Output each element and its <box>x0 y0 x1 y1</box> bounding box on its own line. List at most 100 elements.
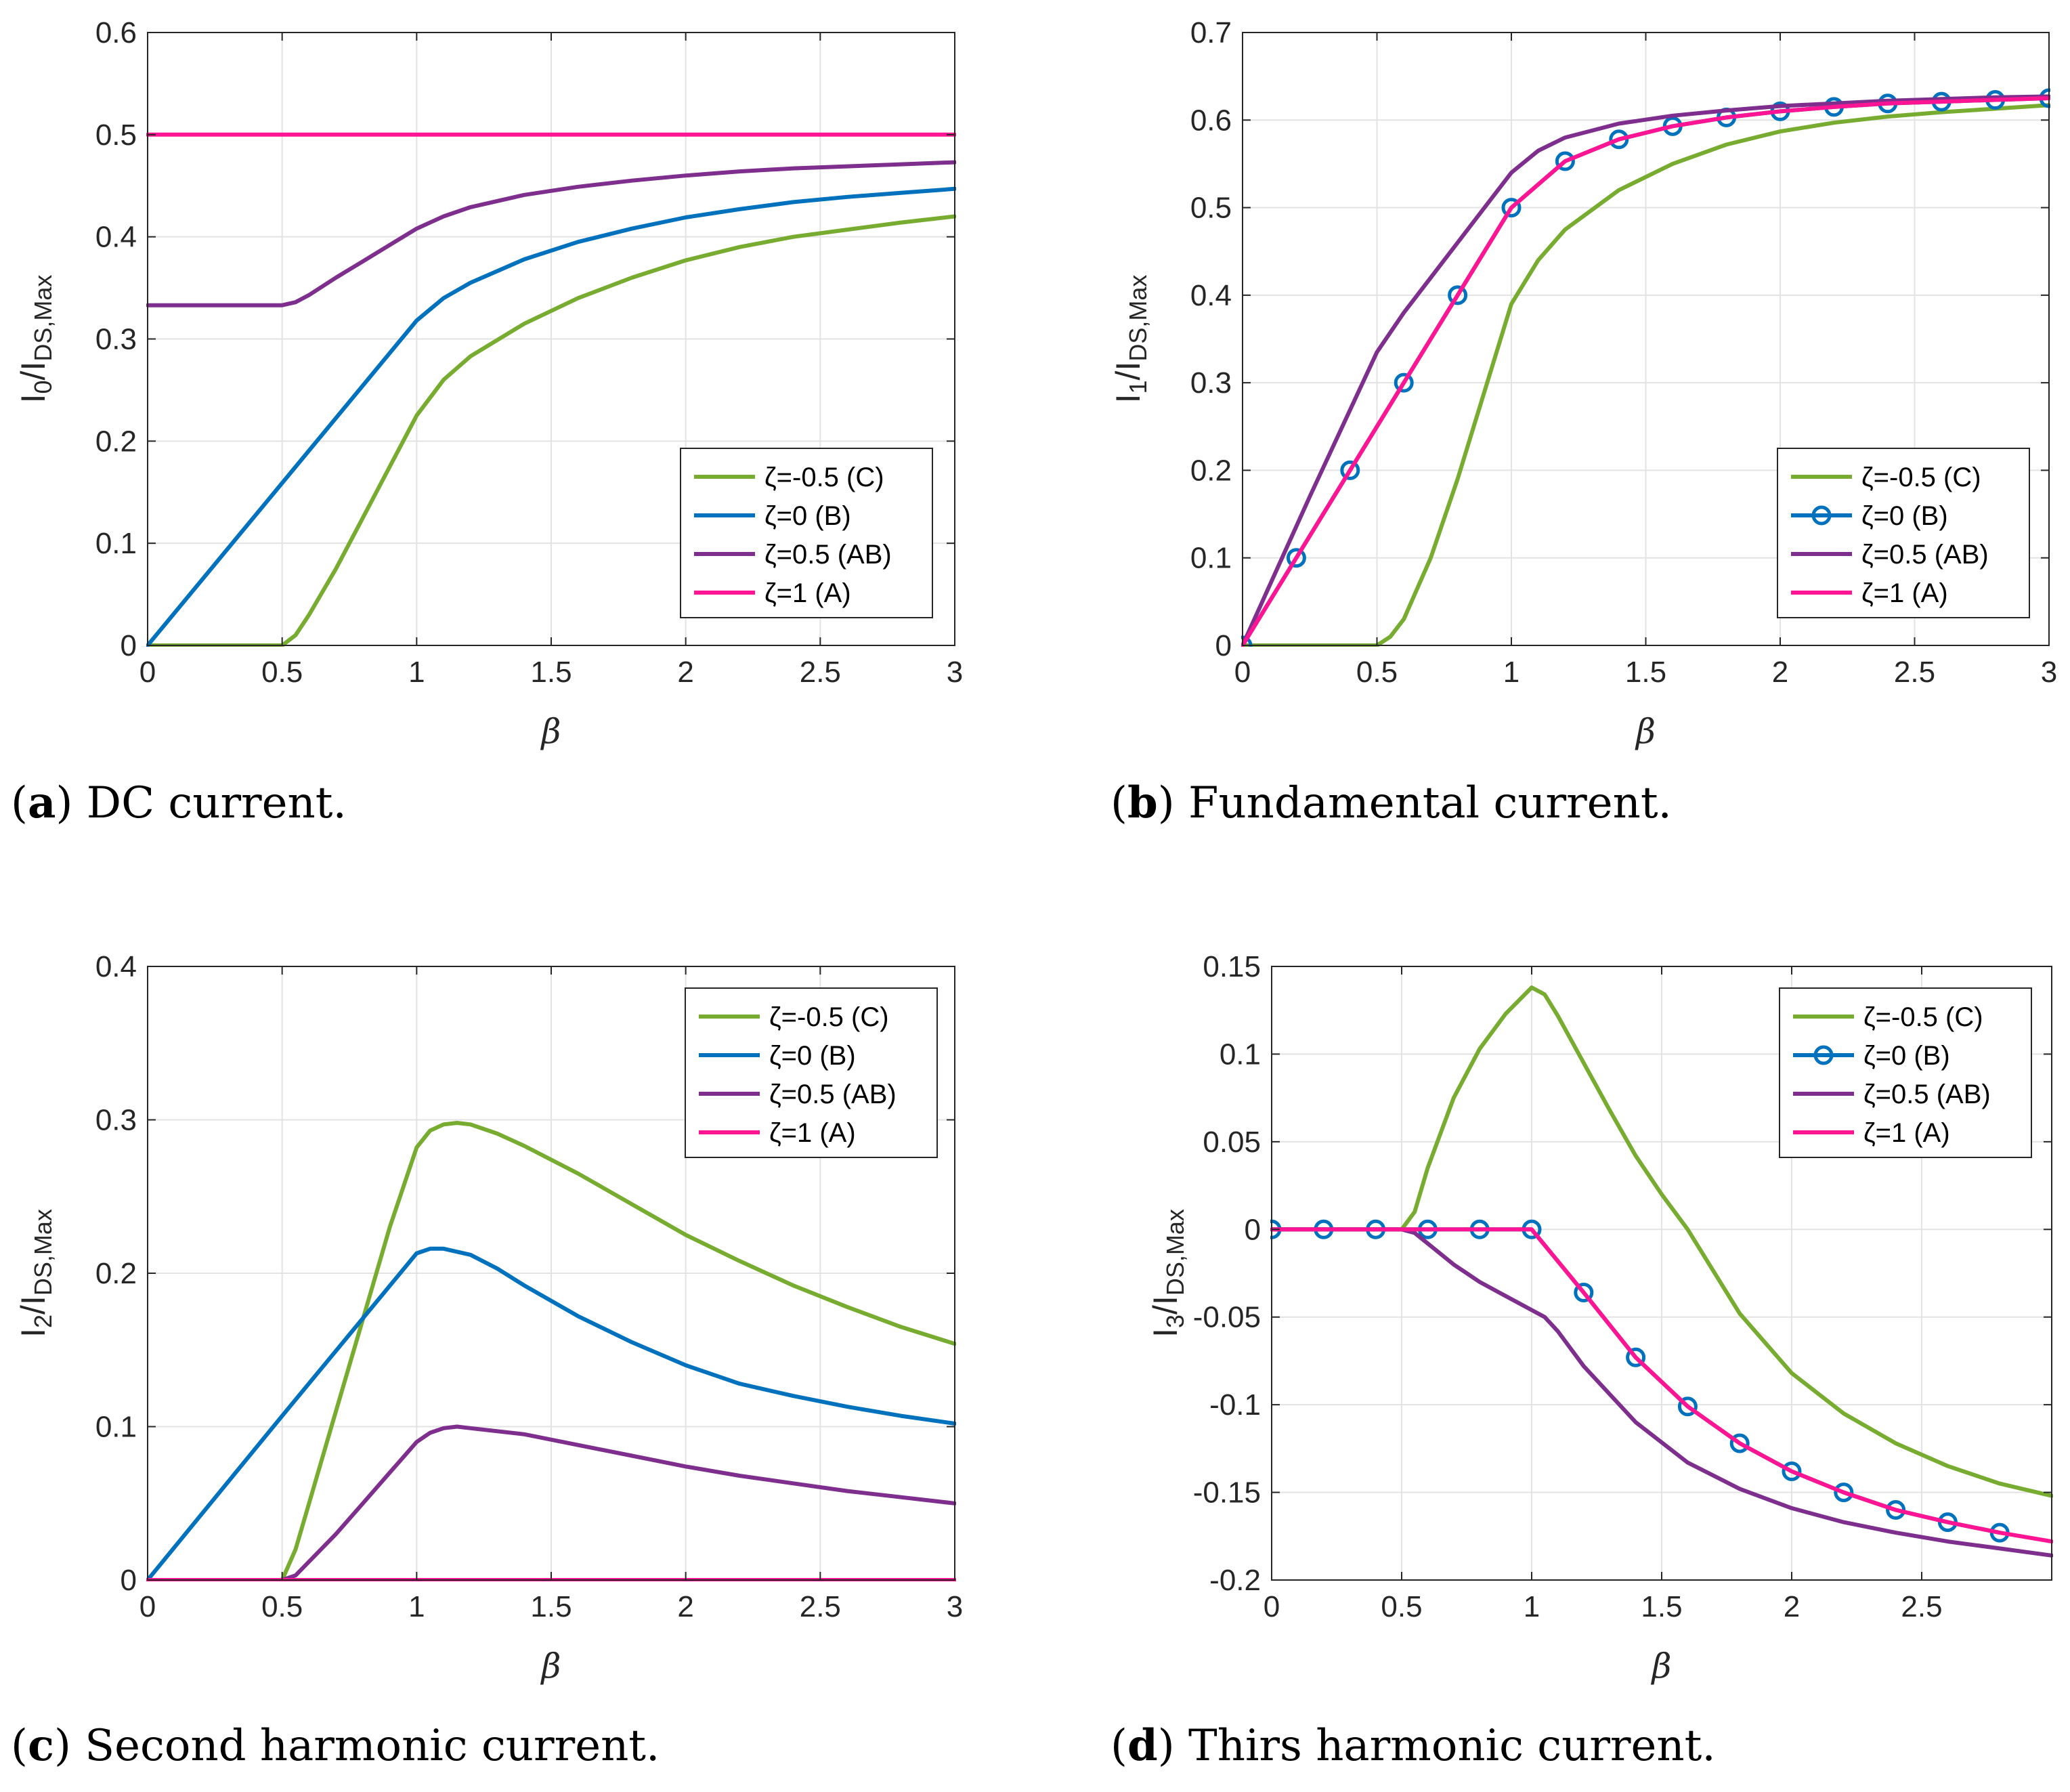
x-tick-label: 0.5 <box>261 1590 303 1623</box>
y-tick-label: 0.4 <box>95 950 137 983</box>
x-tick-label: 0 <box>1264 1590 1280 1623</box>
series-0-b-point <box>1574 1282 1594 1302</box>
y-tick-label: 0.3 <box>95 1104 137 1137</box>
y-axis-label: I2/IDS,Max <box>14 1209 57 1338</box>
y-tick-label: 0.15 <box>1203 950 1261 983</box>
y-axis-label-part: /I <box>14 362 52 381</box>
legend-label: ζ=1 (A) <box>769 1118 856 1148</box>
x-tick-label: 1 <box>408 1590 425 1623</box>
series-0-b-point <box>1729 1433 1750 1453</box>
legend-label: ζ=-0.5 (C) <box>764 463 884 492</box>
y-axis-label-part: I <box>14 1328 52 1338</box>
y-axis-label-part: 2 <box>29 1315 57 1328</box>
caption-c: (c) Second harmonic current. <box>11 1720 660 1771</box>
series-0-b-point <box>1448 285 1468 305</box>
y-tick-label: 0.3 <box>95 323 137 356</box>
x-tick-label: 2.5 <box>800 1590 841 1623</box>
x-tick-label: 2 <box>1784 1590 1800 1623</box>
y-tick-label: 0.5 <box>1190 192 1232 225</box>
legend-label: ζ=0 (B) <box>769 1041 856 1071</box>
y-tick-label: 0.1 <box>1220 1038 1261 1071</box>
x-tick-label: 0.5 <box>261 656 303 689</box>
series-0-5-c-line <box>146 214 956 647</box>
y-tick-label: 0.05 <box>1203 1126 1261 1159</box>
y-axis-label: I1/IDS,Max <box>1109 275 1152 404</box>
series-1-a-line <box>1270 1227 2053 1544</box>
series-0-5-c-line <box>280 1121 956 1581</box>
series-0-5-c-line <box>1241 103 2050 647</box>
legend-marker <box>1811 505 1832 526</box>
x-tick-label: 0 <box>1234 656 1251 689</box>
chart-c: 0 0.5 1 1.5 2 2.5 300.10.20.30.4βI2/IDS,Maxζ=-… <box>14 950 963 1686</box>
series-0-5-ab-line <box>1270 1227 2053 1558</box>
y-tick-label: 0 <box>121 629 137 662</box>
x-axis-label: β <box>540 712 561 751</box>
series-group <box>1270 985 2053 1558</box>
y-tick-label: 0.3 <box>1190 366 1232 400</box>
chart-a: 0 0.5 1 1.5 2 2.5 300.10.20.30.40.50.6βI0/IDS,… <box>14 16 963 751</box>
legend-label: ζ=0 (B) <box>764 501 851 531</box>
y-tick-label: -0.1 <box>1209 1388 1261 1422</box>
x-tick-label: 1 <box>1503 656 1519 689</box>
y-axis-label: I3/IDS,Max <box>1146 1209 1189 1338</box>
series-0-b-line <box>146 1246 956 1581</box>
y-tick-label: 0 <box>1215 629 1232 662</box>
x-tick-label: 1 <box>408 656 425 689</box>
legend: ζ=-0.5 (C) ζ=0 (B) ζ=0.5 (AB) ζ=1 (A) <box>680 448 933 618</box>
y-axis-label-part: I <box>14 393 52 403</box>
x-tick-label: 3 <box>947 1590 963 1623</box>
x-axis-label: β <box>1635 712 1656 751</box>
caption-a: (a) DC current. <box>11 777 347 828</box>
x-tick-label: 1.5 <box>530 1590 572 1623</box>
chart-d: 0 0.5 1 1.5 2 2.5 -0.2 -0.15 -0.1 -0.05 0 0.05 0.1 0.… <box>1146 950 2053 1686</box>
y-axis-label-part: 0 <box>29 380 57 393</box>
x-tick-label: 0 <box>139 1590 156 1623</box>
y-tick-label: 0 <box>121 1564 137 1597</box>
x-tick-label: 2 <box>1772 656 1788 689</box>
series-0-b-point <box>1782 1462 1802 1482</box>
x-tick-label: 3 <box>947 656 963 689</box>
series-0-b-point <box>1555 151 1575 171</box>
x-tick-label: 2 <box>677 1590 693 1623</box>
y-axis-label-part: DS,Max <box>1124 275 1152 362</box>
legend-label: ζ=-0.5 (C) <box>1861 463 1981 492</box>
x-tick-label: 2.5 <box>1901 1590 1942 1623</box>
y-tick-label: -0.2 <box>1209 1564 1261 1597</box>
y-tick-label: 0.4 <box>95 221 137 254</box>
y-tick-label: 0.1 <box>95 1411 137 1444</box>
legend-label: ζ=0 (B) <box>1861 501 1948 531</box>
series-group <box>1241 88 2050 647</box>
y-tick-label: 0.1 <box>1190 542 1232 575</box>
legend-label: ζ=0.5 (AB) <box>769 1080 897 1109</box>
series-0-b-point <box>1677 1396 1698 1417</box>
legend: ζ=-0.5 (C) ζ=0 (B) ζ=0.5 (AB) ζ=1 (A) <box>1779 987 2032 1158</box>
legend-label: ζ=1 (A) <box>764 578 851 608</box>
x-tick-label: 0.5 <box>1381 1590 1422 1623</box>
x-tick-label: 0.5 <box>1356 656 1398 689</box>
legend-label: ζ=1 (A) <box>1861 578 1948 608</box>
series-1-a-line <box>1241 96 2050 647</box>
x-tick-label: 1.5 <box>530 656 572 689</box>
y-tick-label: -0.15 <box>1193 1476 1261 1510</box>
legend-label: ζ=-0.5 (C) <box>1863 1002 1983 1032</box>
y-axis-label-part: /I <box>1146 1296 1184 1315</box>
y-axis-label-part: 3 <box>1161 1315 1189 1328</box>
series-0-5-ab-line <box>1241 94 2050 647</box>
x-tick-label: 2 <box>677 656 693 689</box>
legend-label: ζ=0.5 (AB) <box>764 540 892 570</box>
series-group <box>146 132 956 647</box>
y-tick-label: 0.2 <box>1190 454 1232 487</box>
y-axis-label-part: DS,Max <box>29 275 57 362</box>
y-axis-label-part: /I <box>1109 362 1147 381</box>
x-axis-label: β <box>1651 1646 1672 1686</box>
chart-b: 0 0.5 1 1.5 2 2.5 300.10.20.30.40.50.60.7βI1/I… <box>1109 16 2057 751</box>
y-axis-label-part: DS,Max <box>29 1209 57 1296</box>
x-tick-label: 1.5 <box>1641 1590 1682 1623</box>
legend: ζ=-0.5 (C) ζ=0 (B) ζ=0.5 (AB) ζ=1 (A) <box>1777 448 2030 618</box>
series-0-b-point <box>1626 1347 1646 1367</box>
y-axis-label-part: DS,Max <box>1161 1209 1189 1296</box>
x-tick-label: 2.5 <box>800 656 841 689</box>
y-tick-label: -0.05 <box>1193 1301 1261 1334</box>
legend-label: ζ=-0.5 (C) <box>769 1002 889 1032</box>
